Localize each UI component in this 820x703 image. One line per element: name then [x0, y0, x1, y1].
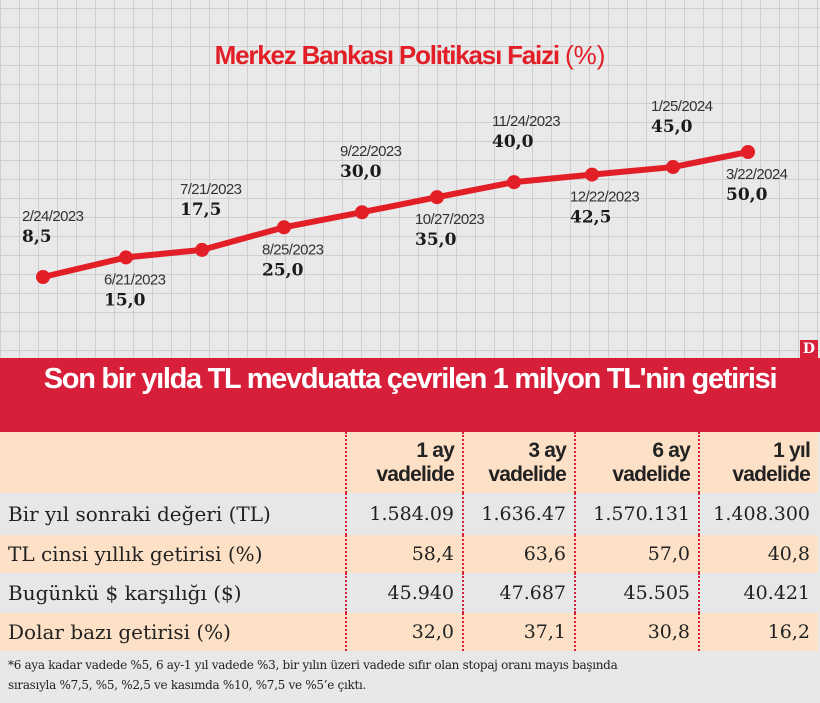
cell: 37,1: [462, 613, 575, 651]
cell: 40,8: [698, 535, 818, 573]
table-row: Bir yıl sonraki değeri (TL) 1.584.09 1.6…: [0, 493, 818, 535]
logo: D: [800, 340, 818, 358]
row-label: Bugünkü $ karşılığı ($): [8, 581, 242, 605]
cell: 1.584.09: [345, 493, 463, 535]
value-label: 45,0: [651, 117, 693, 137]
value-label: 17,5: [180, 200, 221, 220]
date-label: 7/21/2023: [180, 181, 242, 198]
data-point: [119, 250, 133, 265]
data-point: [585, 167, 599, 182]
cell: 45.505: [574, 573, 699, 613]
cell: 1.570.131: [574, 493, 699, 535]
line-chart: 2/24/2023 8,5 6/21/2023 15,0 7/21/2023 17,5 8/…: [22, 98, 788, 310]
data-point: [355, 205, 369, 220]
returns-table: 1 ay vadelide 3 ay vadelide 6 ay vadelide 1…: [0, 432, 818, 651]
date-label: 9/22/2023: [340, 143, 402, 160]
table-row: Bugünkü $ karşılığı ($) 45.940 47.687 45…: [0, 573, 818, 613]
date-label: 6/21/2023: [104, 271, 166, 288]
header-1-year: 1 yıl vadelide: [698, 432, 818, 493]
value-label: 40,0: [492, 132, 534, 152]
value-label: 35,0: [415, 230, 457, 250]
table-title: Son bir yılda TL mevduatta çevrilen 1 mi…: [0, 358, 820, 432]
data-point: [430, 190, 444, 205]
data-point: [277, 220, 291, 235]
value-label: 25,0: [262, 260, 304, 280]
value-label: 8,5: [22, 227, 52, 247]
row-label: TL cinsi yıllık getirisi (%): [8, 542, 263, 566]
data-point: [666, 160, 680, 175]
value-label: 50,0: [726, 185, 768, 205]
cell: 45.940: [345, 573, 463, 613]
date-label: 3/22/2024: [726, 166, 788, 183]
cell: 57,0: [574, 535, 699, 573]
cell: 63,6: [462, 535, 575, 573]
table-row: TL cinsi yıllık getirisi (%) 58,4 63,6 5…: [0, 535, 818, 573]
table-header-row: 1 ay vadelide 3 ay vadelide 6 ay vadelide 1…: [0, 432, 818, 493]
date-label: 2/24/2023: [22, 208, 84, 225]
series-line: [42, 149, 749, 280]
footnote: *6 aya kadar vadede %5, 6 ay-1 yıl vaded…: [8, 655, 808, 695]
data-point: [507, 175, 521, 190]
date-label: 10/27/2023: [415, 211, 484, 228]
date-label: 11/24/2023: [492, 113, 560, 130]
cell: 47.687: [462, 573, 575, 613]
data-point: [36, 270, 50, 284]
value-label: 30,0: [340, 162, 382, 182]
cell: 58,4: [345, 535, 463, 573]
cell: 30,8: [574, 613, 699, 651]
row-label: Bir yıl sonraki değeri (TL): [8, 502, 271, 526]
data-point: [195, 242, 209, 257]
header-6-month: 6 ay vadelide: [574, 432, 699, 493]
date-label: 1/25/2024: [651, 98, 713, 115]
chart-title: Merkez Bankası Politikası Faizi (%): [0, 40, 820, 71]
row-label: Dolar bazı getirisi (%): [8, 620, 231, 644]
header-1-month: 1 ay vadelide: [345, 432, 463, 493]
chart-title-text: Merkez Bankası Politikası Faizi: [214, 40, 560, 70]
date-label: 8/25/2023: [262, 241, 324, 258]
header-empty: [0, 432, 346, 493]
value-label: 15,0: [104, 290, 146, 310]
footnote-line: *6 aya kadar vadede %5, 6 ay-1 yıl vaded…: [8, 658, 618, 672]
date-label: 12/22/2023: [570, 189, 639, 206]
data-point: [741, 145, 755, 159]
header-3-month: 3 ay vadelide: [462, 432, 575, 493]
cell: 40.421: [698, 573, 818, 613]
cell: 1.408.300: [698, 493, 818, 535]
cell: 32,0: [345, 613, 463, 651]
cell: 16,2: [698, 613, 818, 651]
chart-area: Merkez Bankası Politikası Faizi (%) 2/24…: [0, 0, 820, 358]
cell: 1.636.47: [462, 493, 575, 535]
footnote-line: sırasıyla %7,5, %5, %2,5 ve kasımda %10,…: [8, 678, 367, 692]
value-label: 42,5: [570, 208, 611, 228]
table-row: Dolar bazı getirisi (%) 32,0 37,1 30,8 1…: [0, 613, 818, 651]
chart-title-unit: (%): [564, 40, 606, 70]
